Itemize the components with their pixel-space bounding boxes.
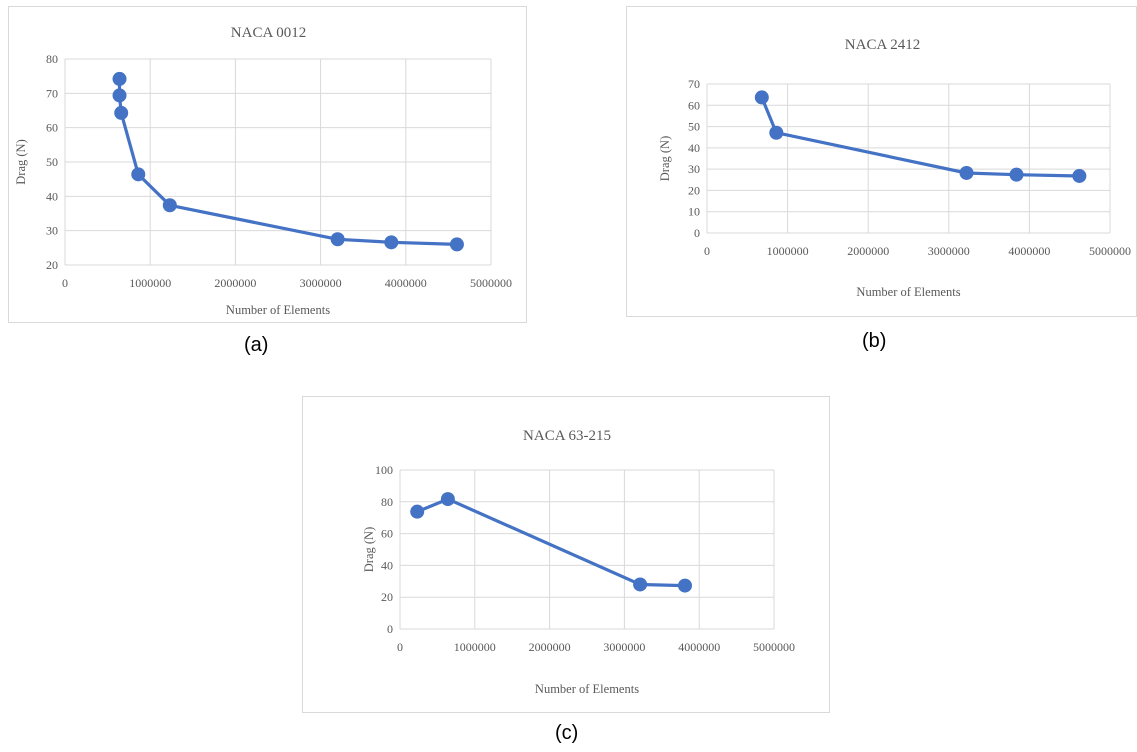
y-axis-label: Drag (N) <box>658 136 672 181</box>
x-tick-label: 4000000 <box>385 276 427 290</box>
y-tick-label: 10 <box>688 205 700 219</box>
x-tick-label: 2000000 <box>847 244 889 258</box>
chart-naca-63-215: NACA 63-215 0 20 40 60 80 100 0 1000000 2000000 30… <box>362 428 795 696</box>
x-tick-label: 0 <box>397 640 403 654</box>
y-tick-label: 70 <box>688 77 700 91</box>
data-point <box>114 105 129 120</box>
y-tick-label: 30 <box>46 224 58 238</box>
data-point <box>112 71 127 86</box>
caption-c: (c) <box>555 722 579 744</box>
series-line <box>416 497 686 588</box>
data-point <box>1072 168 1087 183</box>
x-axis-label: Number of Elements <box>856 285 960 299</box>
y-tick-label: 0 <box>694 226 700 240</box>
data-point <box>959 165 974 180</box>
y-tick-label: 100 <box>375 463 393 477</box>
y-tick-label: 30 <box>688 162 700 176</box>
x-tick-label: 0 <box>704 244 710 258</box>
x-tick-label: 5000000 <box>753 640 795 654</box>
chart-naca-2412: NACA 2412 0 10 20 30 40 50 60 70 0 1000000 2000000 3… <box>658 37 1131 299</box>
data-point <box>633 577 648 592</box>
y-tick-label: 80 <box>381 495 393 509</box>
y-tick-label: 0 <box>387 622 393 636</box>
chart-panel-naca-2412: NACA 2412 0 10 20 30 40 50 60 70 0 1000000 2000000 3… <box>626 6 1137 317</box>
x-tick-label: 4000000 <box>1008 244 1050 258</box>
y-tick-label: 80 <box>46 52 58 66</box>
data-point <box>131 167 146 182</box>
y-tick-label: 20 <box>46 258 58 272</box>
data-point <box>410 504 425 519</box>
data-point <box>112 88 127 103</box>
x-tick-label: 4000000 <box>678 640 720 654</box>
y-tick-label: 40 <box>46 189 58 203</box>
y-tick-label: 40 <box>688 141 700 155</box>
y-tick-label: 20 <box>381 590 393 604</box>
data-point <box>1009 167 1024 182</box>
x-tick-label: 5000000 <box>1089 244 1131 258</box>
chart-panel-naca-63-215: NACA 63-215 0 20 40 60 80 100 0 1000000 2000000 30… <box>302 396 830 713</box>
y-axis-label: Drag (N) <box>362 527 376 572</box>
data-point <box>162 198 177 213</box>
y-tick-label: 50 <box>688 120 700 134</box>
y-tick-label: 40 <box>381 558 393 572</box>
caption-a: (a) <box>244 334 269 356</box>
chart-title: NACA 0012 <box>231 25 306 41</box>
y-tick-label: 60 <box>46 121 58 135</box>
x-tick-label: 2000000 <box>529 640 571 654</box>
x-tick-label: 0 <box>62 276 68 290</box>
y-axis-label: Drag (N) <box>14 139 28 184</box>
y-tick-label: 60 <box>381 527 393 541</box>
series-line <box>760 96 1080 178</box>
x-tick-label: 3000000 <box>928 244 970 258</box>
chart-title: NACA 2412 <box>845 37 920 53</box>
x-tick-label: 1000000 <box>454 640 496 654</box>
data-point <box>449 237 464 252</box>
chart-panel-naca-0012: NACA 0012 20 30 40 50 60 70 80 0 1000000 2000000 30… <box>8 6 527 323</box>
data-point <box>769 125 784 140</box>
x-tick-label: 2000000 <box>214 276 256 290</box>
data-point <box>384 235 399 250</box>
y-tick-label: 50 <box>46 155 58 169</box>
x-tick-label: 1000000 <box>767 244 809 258</box>
chart-naca-0012: NACA 0012 20 30 40 50 60 70 80 0 1000000 2000000 30… <box>14 25 512 317</box>
x-axis-label: Number of Elements <box>226 303 330 317</box>
x-tick-label: 3000000 <box>603 640 645 654</box>
caption-b: (b) <box>862 330 887 352</box>
data-point <box>677 578 692 593</box>
y-tick-label: 70 <box>46 86 58 100</box>
data-point <box>754 90 769 105</box>
data-point <box>330 232 345 247</box>
x-tick-label: 1000000 <box>129 276 171 290</box>
chart-title: NACA 63-215 <box>523 428 611 444</box>
x-axis-label: Number of Elements <box>535 682 639 696</box>
y-tick-label: 60 <box>688 98 700 112</box>
y-tick-label: 20 <box>688 183 700 197</box>
data-point <box>440 492 455 507</box>
x-tick-label: 5000000 <box>470 276 512 290</box>
x-tick-label: 3000000 <box>300 276 342 290</box>
